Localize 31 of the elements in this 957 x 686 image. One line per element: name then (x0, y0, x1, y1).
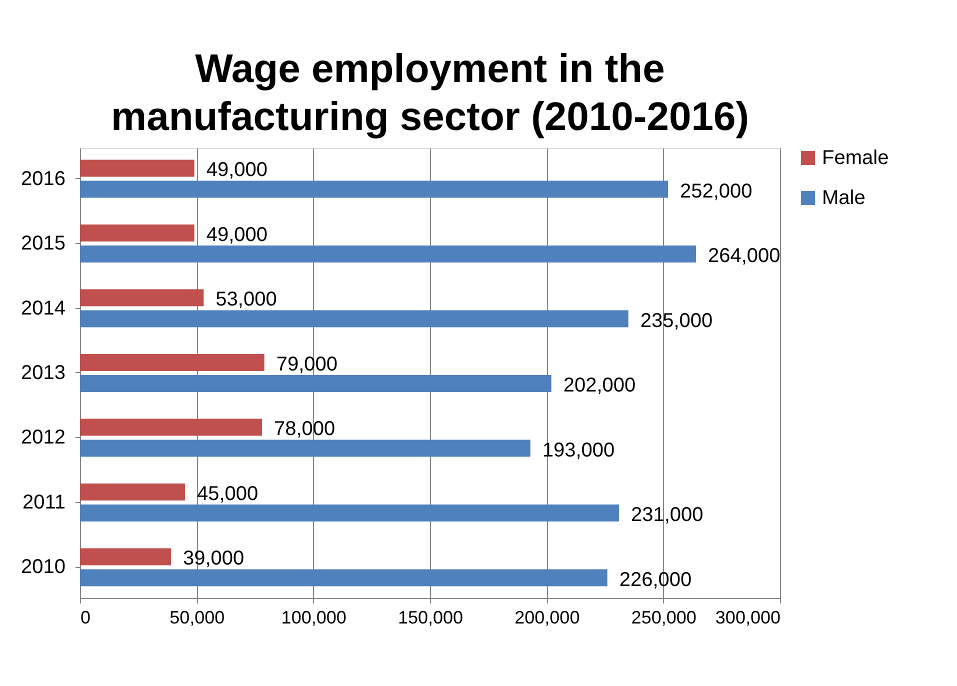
data-label: 49,000 (206, 224, 268, 246)
x-tick-label: 100,000 (281, 608, 346, 628)
y-tick-label: 2011 (22, 491, 66, 514)
data-label: 231,000 (631, 504, 704, 526)
data-label: 79,000 (276, 353, 338, 376)
data-label: 39,000 (183, 548, 244, 570)
y-tick-label: 2016 (21, 168, 66, 190)
data-label: 45,000 (197, 482, 258, 505)
legend-label: Male (822, 187, 866, 209)
data-label: 252,000 (680, 180, 752, 202)
x-tick-label: 300,000 (715, 608, 780, 628)
data-label: 193,000 (542, 439, 615, 462)
data-label: 49,000 (206, 159, 268, 182)
y-tick-label: 2012 (21, 426, 66, 449)
x-tick-label: 0 (80, 608, 91, 628)
chart-title: Wage employment in the manufacturing sector (2010-2016) (110, 47, 750, 139)
data-label: 53,000 (216, 288, 277, 311)
data-label: 78,000 (274, 418, 336, 440)
x-tick-label: 200,000 (514, 608, 580, 628)
y-tick-label: 2014 (21, 297, 66, 320)
data-label: 264,000 (708, 245, 780, 268)
data-label: 226,000 (619, 568, 692, 591)
x-tick-label: 250,000 (631, 608, 696, 628)
data-label: 202,000 (563, 374, 636, 397)
legend-label: Female (822, 147, 889, 169)
y-tick-label: 2013 (21, 362, 66, 384)
data-label: 235,000 (640, 310, 713, 332)
y-tick-label: 2010 (21, 556, 66, 578)
x-tick-label: 50,000 (170, 608, 225, 628)
x-tick-label: 150,000 (398, 608, 464, 628)
y-tick-label: 2015 (21, 232, 66, 255)
